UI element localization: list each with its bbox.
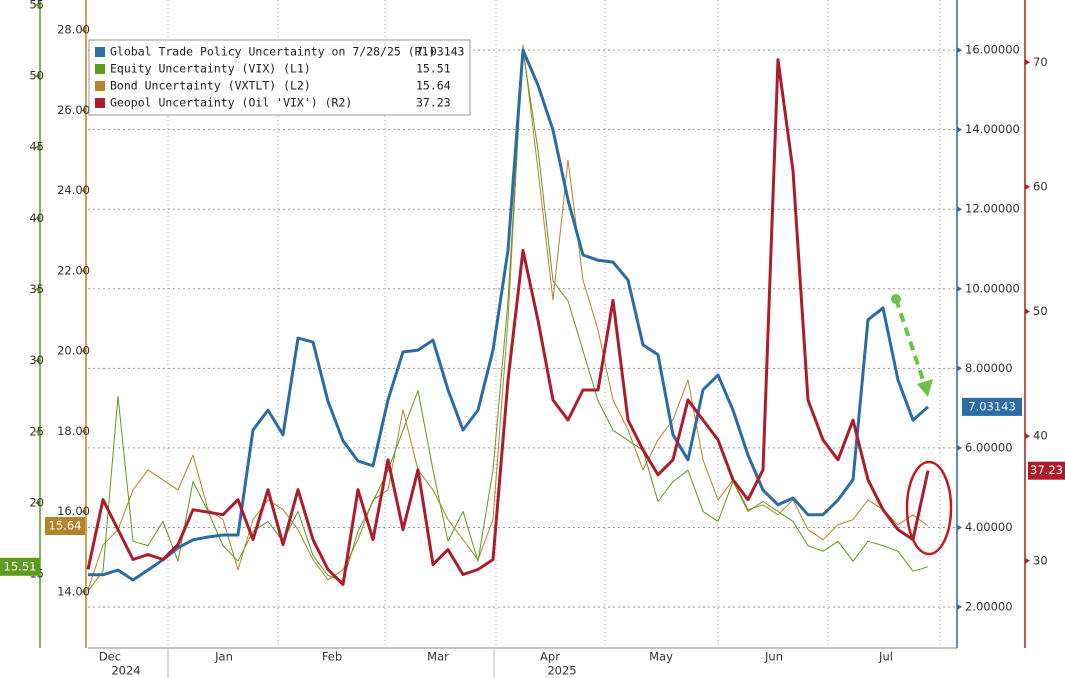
y-tick-label: 70 bbox=[1033, 55, 1048, 69]
y-tick-mark bbox=[35, 428, 40, 435]
last-value-label: 7.03143 bbox=[968, 399, 1016, 413]
y-tick-mark bbox=[35, 144, 40, 151]
y-tick-mark bbox=[1025, 308, 1030, 315]
legend-value: 37.23 bbox=[416, 96, 451, 110]
y-tick-mark bbox=[35, 499, 40, 506]
series-line bbox=[86, 58, 930, 586]
last-value-label: 15.51 bbox=[4, 559, 37, 573]
y-tick-label: 6.00000 bbox=[965, 440, 1013, 454]
y-tick-label: 14.00 bbox=[57, 584, 90, 598]
x-tick-label: Jul bbox=[878, 650, 893, 664]
legend-label: Equity Uncertainty (VIX) (L1) bbox=[110, 62, 311, 76]
y-tick-label: 16.00 bbox=[57, 504, 90, 518]
legend-label: Geopol Uncertainty (Oil 'VIX') (R2) bbox=[110, 96, 352, 110]
y-tick-mark bbox=[35, 1, 40, 8]
y-tick-mark bbox=[1025, 433, 1030, 440]
y-tick-mark bbox=[81, 508, 86, 515]
series-line bbox=[88, 48, 929, 582]
series-line bbox=[87, 50, 929, 592]
y-tick-mark bbox=[81, 588, 86, 595]
y-tick-label: 4.00000 bbox=[965, 520, 1013, 534]
y-tick-label: 60 bbox=[1033, 179, 1048, 193]
last-value-badge bbox=[962, 397, 1022, 416]
y-tick-label: 18.00 bbox=[57, 424, 90, 438]
y-tick-label: 25 bbox=[29, 424, 44, 438]
x-tick-label: Jan bbox=[214, 650, 233, 664]
y-tick-mark bbox=[81, 348, 86, 355]
y-tick-label: 8.00000 bbox=[965, 361, 1013, 375]
last-value-badge bbox=[0, 557, 40, 576]
legend-swatch bbox=[95, 64, 105, 74]
y-tick-mark bbox=[1025, 557, 1030, 564]
last-value-label: 15.64 bbox=[49, 519, 82, 533]
y-tick-label: 12.00000 bbox=[965, 202, 1020, 216]
x-tick-label: Dec bbox=[99, 650, 121, 664]
y-tick-label: 26.00 bbox=[57, 103, 90, 117]
y-tick-mark bbox=[957, 285, 962, 292]
y-tick-label: 24.00 bbox=[57, 183, 90, 197]
y-tick-label: 28.00 bbox=[57, 23, 90, 37]
series-lines bbox=[86, 44, 930, 592]
x-tick-label: Jun bbox=[764, 650, 783, 664]
y-tick-mark bbox=[957, 444, 962, 451]
y-tick-mark bbox=[957, 126, 962, 133]
annotation-dot bbox=[891, 294, 901, 304]
y-tick-mark bbox=[957, 206, 962, 213]
legend-box bbox=[88, 39, 471, 116]
y-tick-mark bbox=[81, 107, 86, 114]
year-label: 2025 bbox=[547, 664, 576, 678]
legend-value: 7.03143 bbox=[416, 45, 465, 59]
y-tick-label: 10.00000 bbox=[965, 281, 1020, 295]
y-tick-label: 14.00000 bbox=[965, 122, 1020, 136]
y-tick-label: 50 bbox=[29, 69, 44, 83]
last-value-badge bbox=[1028, 461, 1065, 480]
y-tick-mark bbox=[1025, 59, 1030, 66]
legend-label: Bond Uncertainty (VXTLT) (L2) bbox=[110, 79, 311, 93]
y-tick-label: 20.00 bbox=[57, 344, 90, 358]
x-tick-label: Mar bbox=[427, 650, 449, 664]
y-tick-label: 55 bbox=[29, 0, 44, 11]
y-tick-mark bbox=[957, 524, 962, 531]
y-tick-label: 30 bbox=[29, 353, 44, 367]
y-tick-label: 16.00000 bbox=[965, 43, 1020, 57]
legend: Global Trade Policy Uncertainty on 7/28/… bbox=[88, 39, 471, 116]
x-tick-label: May bbox=[649, 650, 673, 664]
annotation-ellipse bbox=[905, 460, 953, 556]
y-tick-label: 40 bbox=[1033, 429, 1048, 443]
y-tick-mark bbox=[35, 357, 40, 364]
legend-swatch bbox=[95, 81, 105, 91]
y-tick-label: 2.00000 bbox=[965, 600, 1013, 614]
legend-value: 15.64 bbox=[416, 79, 451, 93]
last-value-label: 37.23 bbox=[1030, 463, 1063, 477]
legend-value: 15.51 bbox=[416, 62, 451, 76]
y-tick-mark bbox=[35, 215, 40, 222]
y-tick-mark bbox=[81, 428, 86, 435]
x-tick-label: Apr bbox=[540, 650, 560, 664]
y-tick-label: 30 bbox=[1033, 553, 1048, 567]
axes: 15202530354045505514.0016.0018.0020.0022… bbox=[0, 0, 1065, 648]
annotation-arrowhead bbox=[917, 379, 933, 397]
y-tick-mark bbox=[35, 73, 40, 80]
y-tick-label: 22.00 bbox=[57, 263, 90, 277]
y-tick-mark bbox=[957, 604, 962, 611]
y-tick-mark bbox=[957, 365, 962, 372]
y-tick-mark bbox=[35, 286, 40, 293]
y-tick-mark bbox=[81, 267, 86, 274]
y-tick-label: 45 bbox=[29, 140, 44, 154]
year-label: 2024 bbox=[111, 664, 140, 678]
legend-label: Global Trade Policy Uncertainty on 7/28/… bbox=[110, 45, 435, 59]
legend-swatch bbox=[95, 98, 105, 108]
y-tick-mark bbox=[81, 187, 86, 194]
y-tick-label: 20 bbox=[29, 495, 44, 509]
y-tick-label: 35 bbox=[29, 282, 44, 296]
x-tick-label: Feb bbox=[322, 650, 342, 664]
y-tick-label: 40 bbox=[29, 211, 44, 225]
last-value-badge bbox=[45, 517, 85, 536]
y-tick-mark bbox=[1025, 183, 1030, 190]
y-tick-mark bbox=[81, 27, 86, 34]
y-tick-mark bbox=[957, 47, 962, 54]
legend-swatch bbox=[95, 47, 105, 57]
y-tick-label: 50 bbox=[1033, 304, 1048, 318]
